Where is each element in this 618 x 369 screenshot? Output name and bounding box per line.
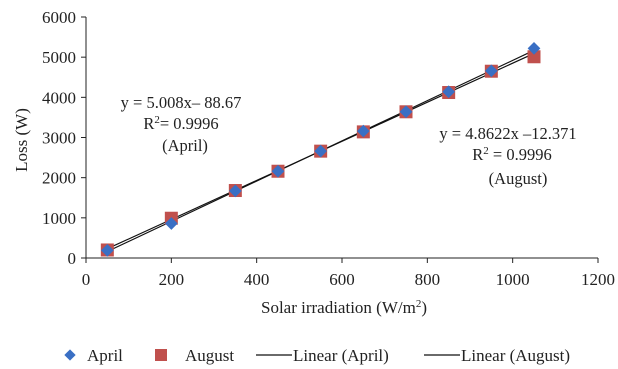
legend-item-linear-april: Linear (April) [256,346,389,365]
point-april [484,64,498,78]
x-axis-title: Solar irradiation (W/m2) [261,298,427,317]
annotation-august-equation: y = 4.8622x –12.371 [439,124,576,143]
point-april [228,184,242,198]
annotation-august-r2: R2 = 0.9996 [472,145,551,164]
y-tick-label: 1000 [42,209,76,228]
legend-label-linear-august: Linear (August) [461,346,570,365]
y-tick-label: 5000 [42,48,76,67]
annotation-april-equation: y = 5.008x– 88.67 [121,93,242,112]
legend-label-linear-april: Linear (April) [293,346,389,365]
annotation-april-r2-value: = 0.9996 [160,114,219,133]
annotation-august-r2-value: = 0.9996 [489,145,552,164]
point-april [164,217,178,230]
x-axis-title-main: Solar irradiation (W/m [261,298,416,317]
annotation-april-r2-sup: 2 [154,114,160,126]
x-axis-title-end: ) [421,298,427,317]
x-tick-label: 1000 [496,270,530,289]
x-tick-label: 600 [329,270,355,289]
annotation-august: y = 4.8622x –12.371 R2 = 0.9996 (August) [439,124,576,188]
point-april [271,164,285,178]
point-april [442,85,456,99]
legend-item-april: April [64,346,123,365]
annotation-august-r2-r: R [472,145,483,164]
annotation-april: y = 5.008x– 88.67 R2= 0.9996 (April) [121,93,242,155]
point-april [399,105,413,119]
legend-marker-august [155,349,167,361]
legend-label-april: April [87,346,123,365]
y-axis-title: Loss (W) [12,108,31,172]
annotation-august-label: (August) [489,169,548,188]
legend-item-linear-august: Linear (August) [424,346,570,365]
x-axis-title-sup: 2 [416,298,422,310]
legend-marker-april [64,349,76,361]
annotation-august-r2-sup: 2 [483,145,489,157]
point-april [100,244,114,257]
x-tick-label: 800 [415,270,441,289]
y-tick-label: 0 [68,249,77,268]
x-tick-label: 200 [159,270,185,289]
y-tick-label: 2000 [42,169,76,188]
point-august [527,50,541,64]
legend-label-august: August [185,346,234,365]
annotation-april-label: (April) [162,136,208,155]
legend: April August Linear (April) Linear (Augu… [64,346,570,365]
point-april [356,124,370,138]
annotation-april-r2-r: R [143,114,154,133]
legend-item-august: August [155,346,234,365]
axes [81,16,599,263]
y-tick-label: 6000 [42,8,76,27]
x-tick-label: 400 [244,270,270,289]
x-tick-label: 1200 [581,270,615,289]
annotation-april-r2: R2= 0.9996 [143,114,218,133]
y-tick-label: 3000 [42,129,76,148]
point-april [314,144,328,158]
y-tick-label: 4000 [42,88,76,107]
axis-labels: 0 200 400 600 800 1000 1200 0 1000 2000 3000 4000 50… [42,8,615,289]
x-tick-label: 0 [82,270,91,289]
